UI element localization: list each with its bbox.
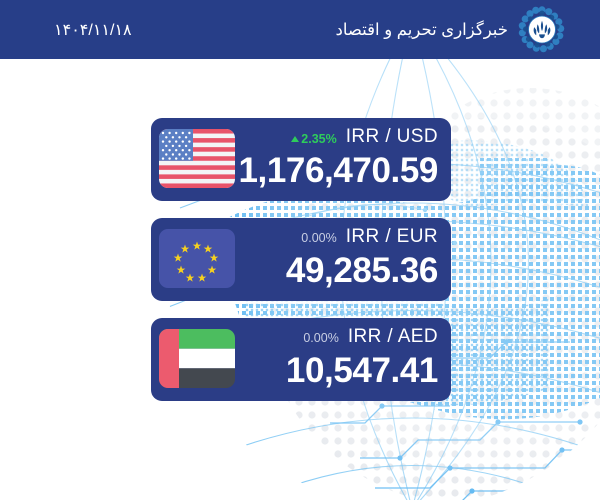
currency-card-body: 2.35% IRR / USD 1,176,470.59	[238, 126, 438, 191]
currency-pair-label: IRR / EUR	[345, 226, 438, 247]
currency-card-list: 2.35% IRR / USD 1,176,470.59	[151, 118, 451, 401]
iran-emblem-medallion-icon	[518, 5, 565, 52]
flag-usa-icon	[159, 129, 235, 188]
currency-pair-label: IRR / AED	[347, 326, 438, 347]
rate-value: 10,547.41	[285, 351, 439, 390]
change-value: 0.00%	[301, 231, 337, 245]
change-value: 2.35%	[301, 132, 337, 146]
page-header: ۱۴۰۴/۱۱/۱۸ خبرگزاری تحریم و اقتصاد	[0, 0, 600, 59]
currency-card-usd[interactable]: 2.35% IRR / USD 1,176,470.59	[151, 118, 451, 201]
header-date: ۱۴۰۴/۱۱/۱۸	[54, 21, 132, 39]
currency-card-eur[interactable]: 0.00% IRR / EUR 49,285.36	[151, 218, 451, 301]
currency-card-aed[interactable]: 0.00% IRR / AED 10,547.41	[151, 318, 451, 401]
change-badge: 0.00%	[301, 231, 336, 245]
triangle-up-icon	[291, 136, 300, 142]
rate-value: 49,285.36	[285, 251, 439, 290]
change-badge: 0.00%	[303, 331, 338, 345]
currency-pair-label: IRR / USD	[345, 126, 438, 147]
change-badge: 2.35%	[291, 132, 337, 146]
rate-value: 1,176,470.59	[238, 151, 438, 190]
change-value: 0.00%	[303, 331, 339, 345]
currency-card-body: 0.00% IRR / EUR 49,285.36	[285, 226, 439, 291]
site-title: خبرگزاری تحریم و اقتصاد	[335, 20, 509, 39]
header-brand: خبرگزاری تحریم و اقتصاد	[335, 5, 567, 54]
currency-card-body: 0.00% IRR / AED 10,547.41	[285, 326, 439, 391]
flag-uae-icon	[159, 329, 235, 388]
flag-european-union-icon	[159, 229, 235, 288]
